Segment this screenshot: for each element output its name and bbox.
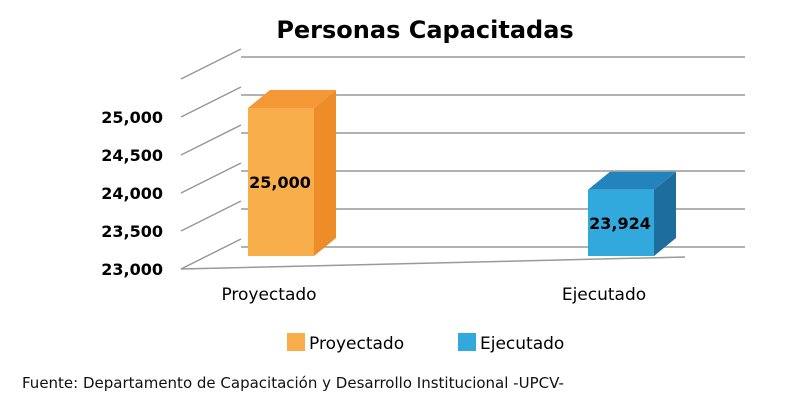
legend-swatch (287, 333, 305, 351)
legend: Proyectado Ejecutado (287, 333, 564, 354)
y-axis-ticks: 23,000 23,500 24,000 24,500 25,000 (101, 108, 163, 279)
source-note: Fuente: Departamento de Capacitación y D… (22, 374, 564, 392)
x-category-label: Ejecutado (562, 285, 646, 305)
x-category-label: Proyectado (221, 285, 316, 305)
legend-label: Ejecutado (480, 334, 564, 354)
y-tick-label: 25,000 (101, 108, 163, 127)
bars: 25,000 23,924 (248, 90, 676, 256)
legend-item: Proyectado (287, 333, 404, 354)
y-tick-label: 24,500 (101, 146, 163, 165)
bar-proyectado (248, 90, 336, 256)
x-axis-categories: Proyectado Ejecutado (221, 285, 646, 305)
y-tick-label: 24,000 (101, 184, 163, 203)
gridline (180, 48, 745, 80)
legend-label: Proyectado (309, 334, 404, 354)
y-tick-label: 23,500 (101, 222, 163, 241)
legend-item: Ejecutado (458, 333, 564, 354)
bar-ejecutado (588, 171, 676, 256)
chart-title: Personas Capacitadas (276, 16, 573, 44)
floor-line (180, 256, 686, 270)
bar-chart: Personas Capacitadas 23,00023,50024,0002… (101, 16, 745, 354)
y-tick-label: 23,000 (101, 260, 163, 279)
data-label: 25,000 (249, 173, 311, 192)
data-label: 23,924 (589, 214, 651, 233)
legend-swatch (458, 333, 476, 351)
